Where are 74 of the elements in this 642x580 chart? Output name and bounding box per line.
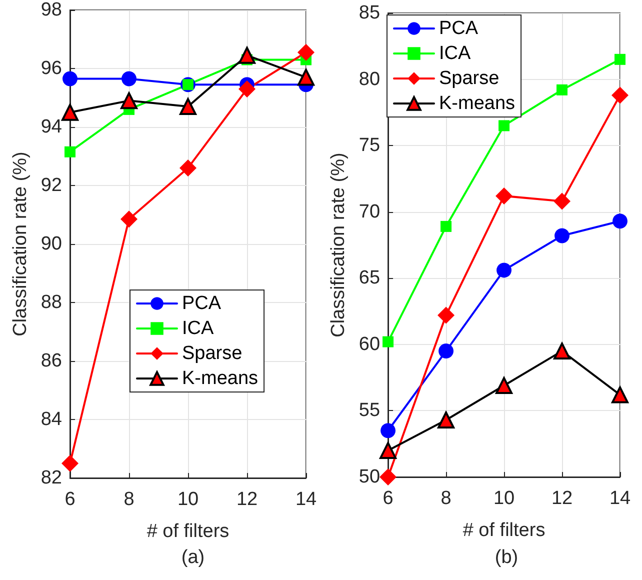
y-tick-label: 88 xyxy=(40,292,62,313)
point xyxy=(496,262,512,278)
y-tick-label: 98 xyxy=(40,0,62,20)
point xyxy=(120,210,138,228)
point xyxy=(438,411,455,428)
point xyxy=(614,54,626,65)
y-tick-label: 90 xyxy=(40,234,62,254)
y-tick-label: 70 xyxy=(358,201,380,222)
y-tick-label: 94 xyxy=(40,116,62,138)
point xyxy=(380,468,397,486)
point xyxy=(612,86,628,104)
point xyxy=(62,454,78,472)
point xyxy=(238,80,256,98)
x-tick-label: 8 xyxy=(124,489,134,510)
x-tick-label: 12 xyxy=(551,488,573,509)
y-tick-label: 92 xyxy=(40,175,62,196)
x-tick-label: 12 xyxy=(236,489,258,510)
point xyxy=(440,220,452,232)
legend-label: K-means xyxy=(182,368,258,389)
y-tick-label: 50 xyxy=(358,466,380,488)
x-tick-label: 6 xyxy=(64,489,76,510)
text: (b) xyxy=(494,547,518,568)
x-tick-label: 10 xyxy=(177,489,199,510)
y-axis-title: Classification rate (%) xyxy=(10,152,31,336)
point xyxy=(180,98,196,116)
point xyxy=(496,187,513,204)
point xyxy=(554,192,571,210)
point xyxy=(64,146,76,158)
x-axis-title: # of filters xyxy=(146,521,230,542)
point xyxy=(498,120,510,132)
point xyxy=(382,336,394,348)
point xyxy=(380,442,397,459)
point xyxy=(612,214,628,229)
legend-label: ICA xyxy=(182,318,214,339)
y-tick-label: 60 xyxy=(358,334,380,355)
y-axis-title: Classification rate (%) xyxy=(328,152,349,338)
legend-label: Sparse xyxy=(182,343,242,364)
legend-label: PCA xyxy=(182,293,222,314)
y-tick-label: 65 xyxy=(358,268,380,289)
point xyxy=(298,44,314,61)
y-tick-label: 85 xyxy=(358,2,380,24)
x-tick-label: 10 xyxy=(493,488,515,509)
y-tick-label: 80 xyxy=(358,68,380,90)
point xyxy=(496,377,513,394)
point xyxy=(298,68,314,86)
point xyxy=(438,344,454,359)
x-tick-label: 14 xyxy=(295,489,317,510)
y-tick-label: 96 xyxy=(40,58,62,79)
y-tick-label: 55 xyxy=(358,400,380,422)
legend-label: Sparse xyxy=(439,68,500,89)
legend-label: PCA xyxy=(439,18,478,39)
point xyxy=(62,104,78,121)
point xyxy=(122,71,136,86)
point xyxy=(238,46,256,64)
legend-label: K-means xyxy=(439,93,516,114)
point xyxy=(556,84,568,96)
point xyxy=(62,71,78,86)
point xyxy=(120,92,138,110)
y-tick-label: 84 xyxy=(40,409,62,430)
legend-label: ICA xyxy=(439,43,471,64)
point xyxy=(438,306,455,324)
y-tick-label: 82 xyxy=(40,468,62,488)
point xyxy=(554,228,570,244)
point xyxy=(180,159,196,176)
x-tick-label: 6 xyxy=(382,488,394,509)
y-tick-label: 86 xyxy=(40,350,62,372)
x-tick-label: 14 xyxy=(609,488,631,509)
y-tick-label: 75 xyxy=(358,135,380,156)
point xyxy=(612,386,628,404)
point xyxy=(380,423,396,438)
x-tick-label: 8 xyxy=(440,488,452,509)
x-axis-title: # of filters xyxy=(462,520,546,541)
text: (a) xyxy=(181,547,205,568)
point xyxy=(554,342,571,360)
